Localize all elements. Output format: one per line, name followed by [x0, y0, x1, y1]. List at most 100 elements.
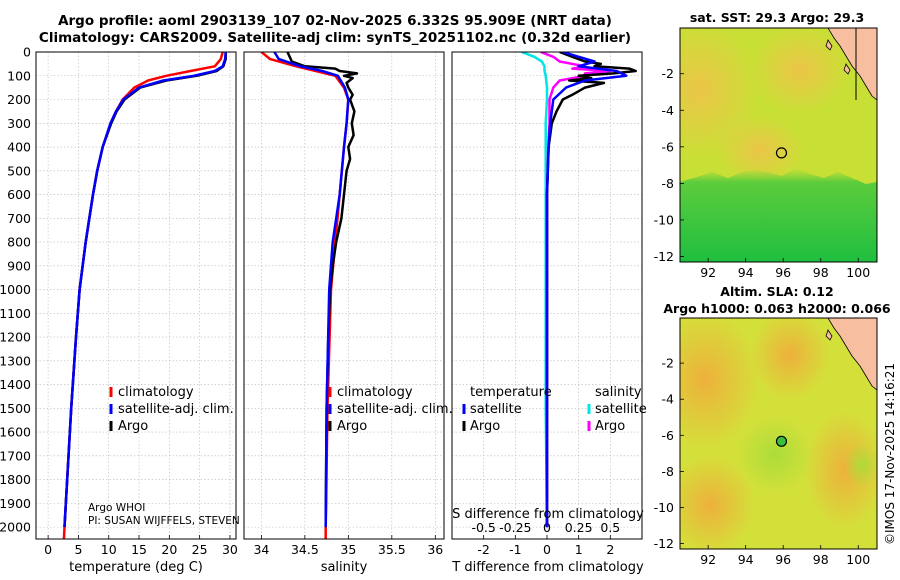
title-line2: Climatology: CARS2009. Satellite-adj cli…: [39, 30, 631, 46]
sla-warm-patch: [680, 318, 760, 450]
depth-tick-label: 1400: [0, 377, 31, 392]
x-tick-label: 35.5: [378, 542, 406, 557]
map-y-tick-label: -4: [662, 103, 675, 118]
difference-grid: [452, 51, 642, 539]
salinity-lines: [260, 52, 359, 539]
sst-island: [825, 39, 833, 51]
x-tick-label: 34: [253, 542, 269, 557]
x-tick-label: 25: [192, 542, 208, 557]
legend-label-argo: Argo: [337, 419, 367, 434]
x-tick-label: 20: [161, 542, 177, 557]
map-x-tick-label: 94: [738, 265, 754, 280]
legend-label-satellite-adj: satellite-adj. clim.: [118, 402, 234, 417]
sst-cool-region: [680, 168, 877, 262]
depth-tick-label: 400: [7, 140, 31, 155]
legend-label-climatology: climatology: [118, 385, 194, 400]
x-tick-label: 30: [222, 542, 238, 557]
x-tick-label: 36: [427, 542, 443, 557]
salinity-legend: climatology satellite-adj. clim. Argo: [328, 385, 453, 434]
argo-pi: PI: SUSAN WIJFFELS, STEVEN: [88, 515, 240, 527]
series-line-satellite-adj-clim-: [273, 52, 350, 528]
x-tick-label: -1: [509, 542, 521, 557]
sst-warm-patch: [715, 115, 805, 185]
x-tick-label: 0: [543, 542, 551, 557]
series-line-climatology: [62, 52, 224, 539]
salinity-x-axis: 34 34.5 35 35.5 36: [253, 535, 443, 557]
series-line-argo: [286, 52, 359, 528]
sla-low-patch: [844, 443, 877, 487]
series-line-satellite-adj-clim-: [63, 52, 227, 528]
s-diff-tick-label: 0.5: [600, 520, 620, 535]
map-x-tick-label: 92: [700, 265, 716, 280]
map-x-tick-label: 96: [775, 265, 791, 280]
temperature-lines: [62, 52, 227, 539]
sla-map-title-2: Argo h1000: 0.063 h2000: 0.066: [663, 301, 891, 316]
x-tick-label: 2: [606, 542, 614, 557]
depth-tick-label: 1300: [0, 353, 31, 368]
sla-warm-patch: [680, 455, 755, 549]
map-x-tick-label: 98: [813, 265, 829, 280]
difference-xlabel-top: S difference from climatology: [452, 507, 644, 522]
difference-lines: [521, 52, 637, 528]
s-diff-tick-label: 0: [543, 520, 551, 535]
depth-tick-label: 1700: [0, 448, 31, 463]
map-y-tick-label: -2: [662, 66, 674, 81]
sla-map-field: [680, 318, 877, 549]
sla-land-sumatra: [827, 318, 877, 391]
sst-island: [843, 63, 851, 75]
legend-label-satellite-adj: satellite-adj. clim.: [337, 402, 453, 417]
legend-label-argo: Argo: [118, 419, 148, 434]
sst-land-sumatra: [827, 28, 877, 101]
temperature-x-axis: 0 5 10 15 20 25 30: [44, 535, 238, 557]
depth-tick-label: 1000: [0, 282, 31, 297]
sst-warm-patch: [750, 28, 850, 115]
map-y-tick-label: -12: [654, 536, 674, 551]
map-y-tick-label: -4: [662, 392, 675, 407]
depth-tick-label: 1500: [0, 401, 31, 416]
sst-map-field: [680, 28, 877, 262]
depth-tick-label: 500: [7, 163, 31, 178]
depth-tick-label: 1900: [0, 496, 31, 511]
s-diff-tick-label: 0.25: [565, 520, 593, 535]
sla-low-patch: [735, 415, 815, 495]
salinity-panel: 34 34.5 35 35.5 36 salinity climatology sate…: [243, 51, 453, 575]
sla-map: 92 94 96 98 100 -2 -4 -6 -8 -10 -12: [654, 317, 878, 567]
map-x-tick-label: 100: [846, 265, 870, 280]
map-y-tick-label: -6: [662, 139, 675, 154]
sla-map-title-1: Altim. SLA: 0.12: [720, 284, 833, 299]
series-line-salinity-satellite: [521, 52, 549, 528]
depth-tick-label: 2000: [0, 520, 31, 535]
map-y-tick-label: -12: [654, 249, 674, 264]
difference-legend: temperature satellite Argo salinity sate…: [462, 385, 647, 434]
legend-heading-salinity: salinity: [595, 385, 642, 400]
depth-tick-label: 300: [7, 116, 31, 131]
depth-tick-label: 1200: [0, 330, 31, 345]
map-x-tick-label: 100: [846, 552, 870, 567]
depth-axis: 0 100 200 300 400 500 600 700 800 900 1000 1100 1200…: [0, 45, 31, 535]
sst-map-frame: [679, 27, 878, 263]
map-x-tick-label: 98: [813, 552, 829, 567]
difference-panel: -2 -1 0 1 2 -0.5 -0.25 0 0.25 0.5 T difference f…: [451, 51, 647, 575]
salinity-difference-axis: -0.5 -0.25 0 0.25 0.5: [471, 520, 620, 535]
map-y-tick-label: -8: [662, 464, 675, 479]
legend-label-climatology: climatology: [337, 385, 413, 400]
depth-tick-label: 1100: [0, 306, 31, 321]
salinity-frame: [243, 51, 445, 540]
sst-map-axes: 92 94 96 98 100 -2 -4 -6 -8 -10 -12: [654, 66, 871, 280]
salinity-grid: [244, 51, 444, 539]
map-x-tick-label: 94: [738, 552, 754, 567]
sla-map-frame: [679, 317, 878, 550]
legend-label-sal-satellite: satellite: [595, 402, 647, 417]
depth-tick-label: 1800: [0, 472, 31, 487]
x-tick-label: 10: [101, 542, 117, 557]
sla-map-axes: 92 94 96 98 100 -2 -4 -6 -8 -10 -12: [654, 356, 871, 567]
map-y-tick-label: -6: [662, 428, 675, 443]
sla-island: [825, 329, 833, 341]
title-line1: Argo profile: aoml 2903139_107 02-Nov-20…: [58, 13, 612, 29]
difference-x-axis: -2 -1 0 1 2: [477, 535, 614, 557]
map-x-tick-label: 96: [775, 552, 791, 567]
legend-label-temp-argo: Argo: [470, 419, 500, 434]
x-tick-label: 34.5: [291, 542, 319, 557]
difference-frame: [451, 51, 643, 540]
